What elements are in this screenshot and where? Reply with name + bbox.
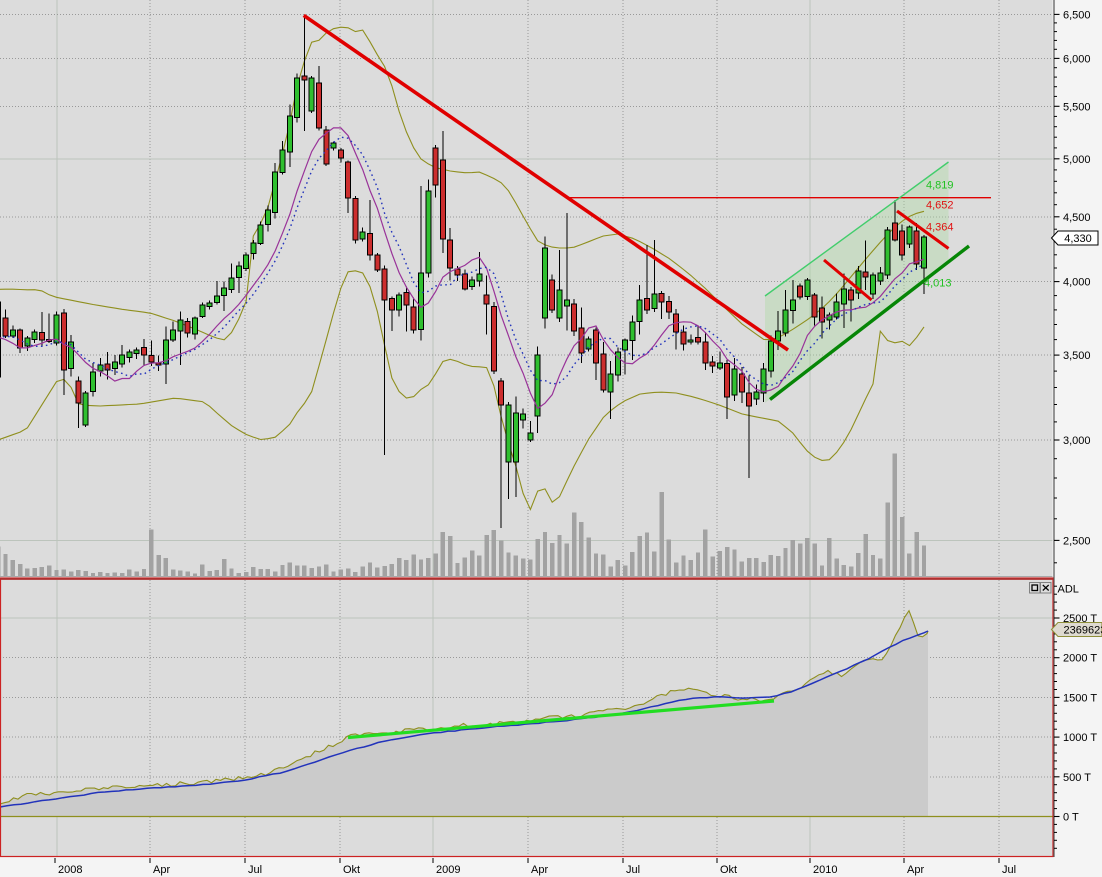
svg-text:6,000: 6,000	[1063, 53, 1091, 65]
svg-text:4,000: 4,000	[1063, 277, 1091, 289]
svg-text:4,330: 4,330	[1064, 233, 1092, 245]
svg-text:1500 T: 1500 T	[1063, 692, 1097, 704]
svg-text:Jul: Jul	[626, 864, 640, 876]
svg-text:2008: 2008	[58, 864, 82, 876]
svg-text:4,013: 4,013	[924, 278, 952, 290]
svg-text:4,364: 4,364	[926, 222, 954, 234]
svg-text:4,500: 4,500	[1063, 212, 1091, 224]
svg-text:Okt: Okt	[343, 864, 360, 876]
svg-text:500 T: 500 T	[1063, 772, 1091, 784]
svg-text:6,500: 6,500	[1063, 9, 1091, 21]
svg-text:0 T: 0 T	[1063, 812, 1079, 824]
svg-text:2,500: 2,500	[1063, 535, 1091, 547]
svg-text:3,500: 3,500	[1063, 350, 1091, 362]
svg-text:2010: 2010	[813, 864, 837, 876]
svg-text:Jul: Jul	[1002, 864, 1016, 876]
svg-text:Apr: Apr	[907, 864, 924, 876]
svg-text:ADL: ADL	[1058, 584, 1079, 596]
svg-text:Jul: Jul	[248, 864, 262, 876]
svg-text:3,000: 3,000	[1063, 435, 1091, 447]
svg-text:2369623: 2369623	[1064, 625, 1102, 637]
svg-text:2009: 2009	[436, 864, 460, 876]
svg-text:1000 T: 1000 T	[1063, 732, 1097, 744]
svg-text:2000 T: 2000 T	[1063, 653, 1097, 665]
svg-text:4,819: 4,819	[926, 180, 954, 192]
svg-text:5,500: 5,500	[1063, 101, 1091, 113]
svg-text:5,000: 5,000	[1063, 154, 1091, 166]
svg-text:Apr: Apr	[153, 864, 170, 876]
svg-text:Apr: Apr	[531, 864, 548, 876]
svg-text:Okt: Okt	[720, 864, 737, 876]
svg-text:4,652: 4,652	[926, 200, 954, 212]
